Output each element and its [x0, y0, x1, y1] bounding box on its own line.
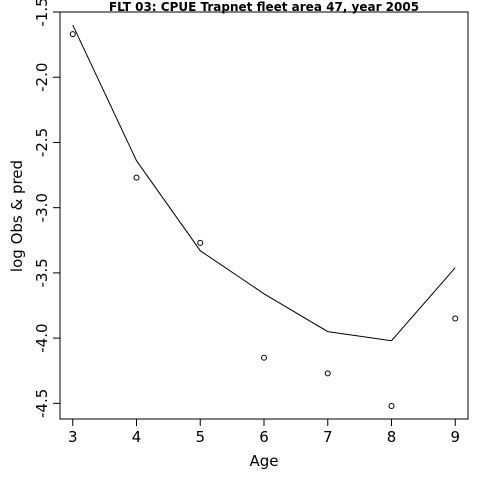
- observed-point: [197, 239, 204, 246]
- x-axis: 3 4 5 6 7 8 9: [68, 419, 460, 446]
- x-tick-label: 6: [259, 428, 269, 446]
- chart-title: FLT 03: CPUE Trapnet fleet area 47, year…: [109, 0, 419, 14]
- y-tick-label: -2.5: [33, 128, 51, 157]
- plot-frame: [59, 11, 469, 420]
- x-tick-label: 4: [132, 428, 142, 446]
- x-tick-label: 8: [387, 428, 397, 446]
- observed-point: [452, 315, 459, 322]
- x-tick-label: 5: [195, 428, 205, 446]
- predicted-line: [72, 24, 456, 342]
- y-tick-label: -4.0: [33, 323, 51, 352]
- y-tick-label: -4.5: [33, 389, 51, 418]
- x-tick-label: 9: [450, 428, 460, 446]
- y-tick-label: -3.5: [33, 258, 51, 287]
- observed-point: [69, 31, 76, 38]
- y-tick-label: -3.0: [33, 193, 51, 222]
- observed-point: [324, 370, 331, 377]
- observed-point: [133, 174, 140, 181]
- y-axis: -1.5 -2.0 -2.5 -3.0 -3.5 -4.0 -4.5: [33, 0, 60, 418]
- x-tick-label: 7: [323, 428, 333, 446]
- x-tick-label: 3: [68, 428, 78, 446]
- observed-point: [388, 402, 395, 409]
- series-layer: [69, 24, 459, 409]
- x-axis-label: Age: [249, 452, 278, 470]
- observed-point: [261, 354, 267, 361]
- y-tick-label: -2.0: [33, 63, 51, 92]
- y-tick-label: -1.5: [33, 0, 51, 27]
- y-axis-label: log Obs & pred: [8, 160, 26, 272]
